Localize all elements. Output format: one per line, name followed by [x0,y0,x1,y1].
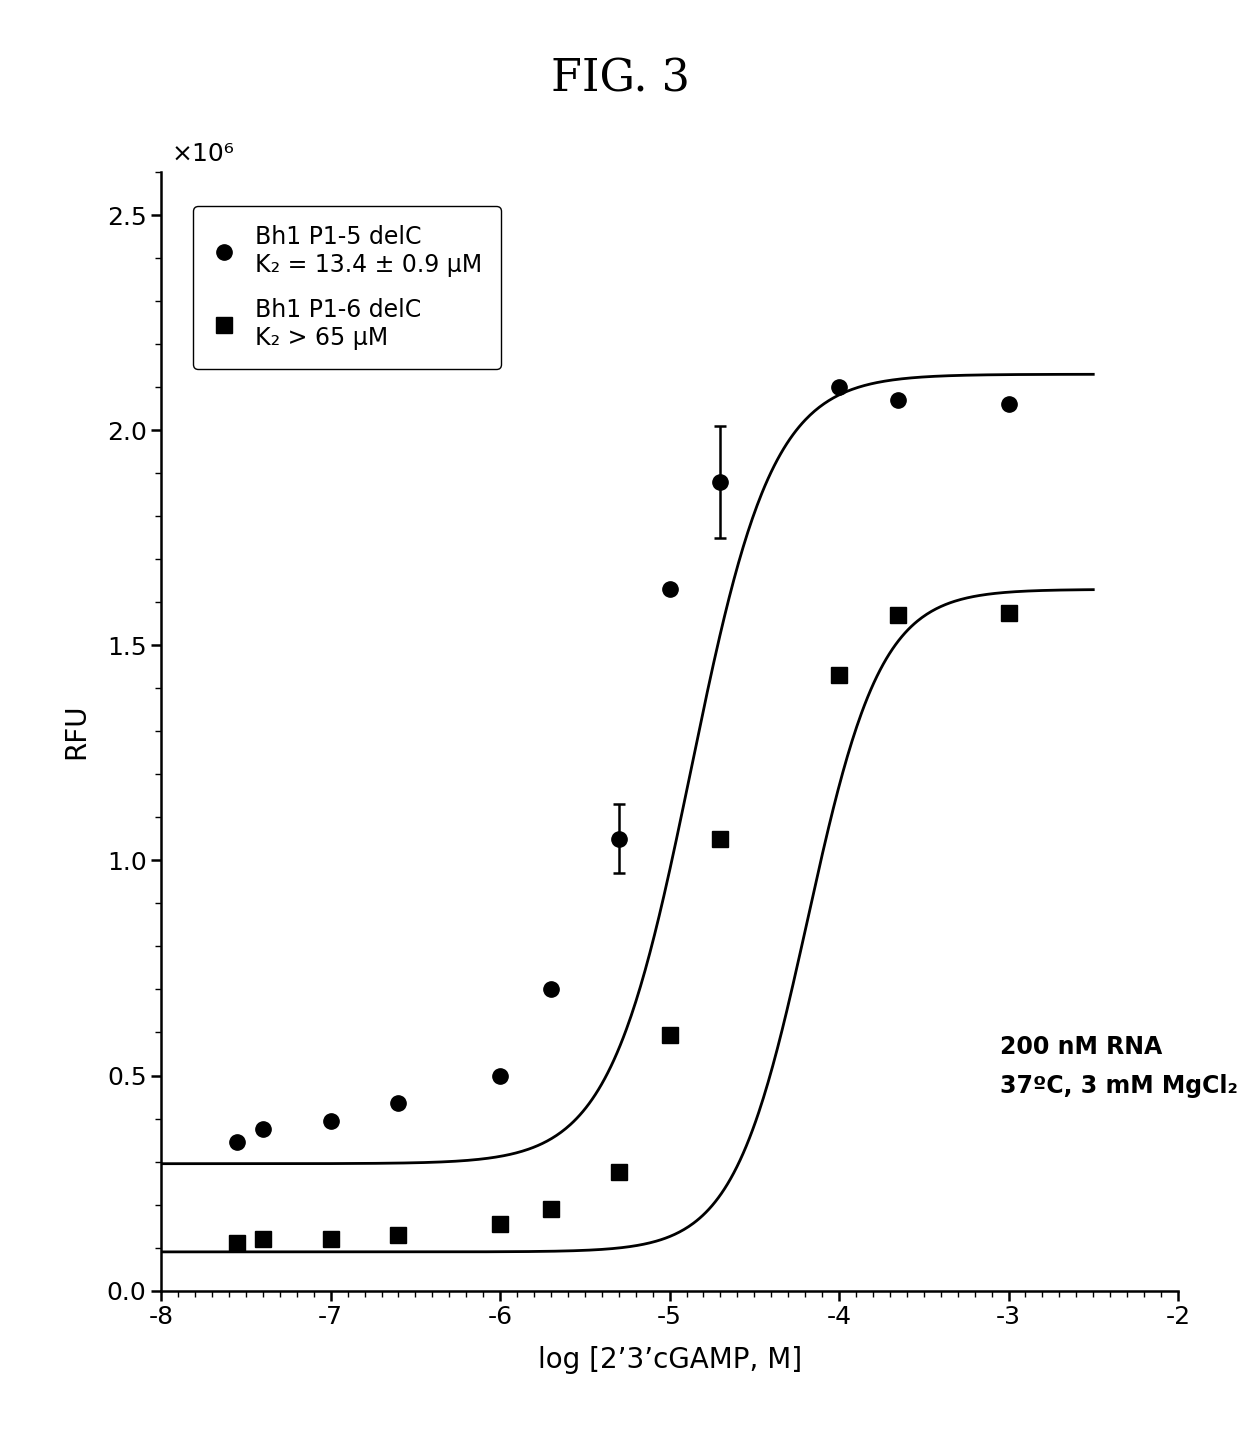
Legend: Bh1 P1-5 delC
K₂ = 13.4 ± 0.9 μM, Bh1 P1-6 delC
K₂ > 65 μM: Bh1 P1-5 delC K₂ = 13.4 ± 0.9 μM, Bh1 P1… [193,206,501,369]
Text: FIG. 3: FIG. 3 [551,57,689,100]
X-axis label: log [2’3’cGAMP, M]: log [2’3’cGAMP, M] [537,1347,802,1374]
Text: ×10⁶: ×10⁶ [171,142,234,166]
Y-axis label: RFU: RFU [62,704,91,759]
Text: 200 nM RNA
37ºC, 3 mM MgCl₂: 200 nM RNA 37ºC, 3 mM MgCl₂ [999,1035,1238,1098]
